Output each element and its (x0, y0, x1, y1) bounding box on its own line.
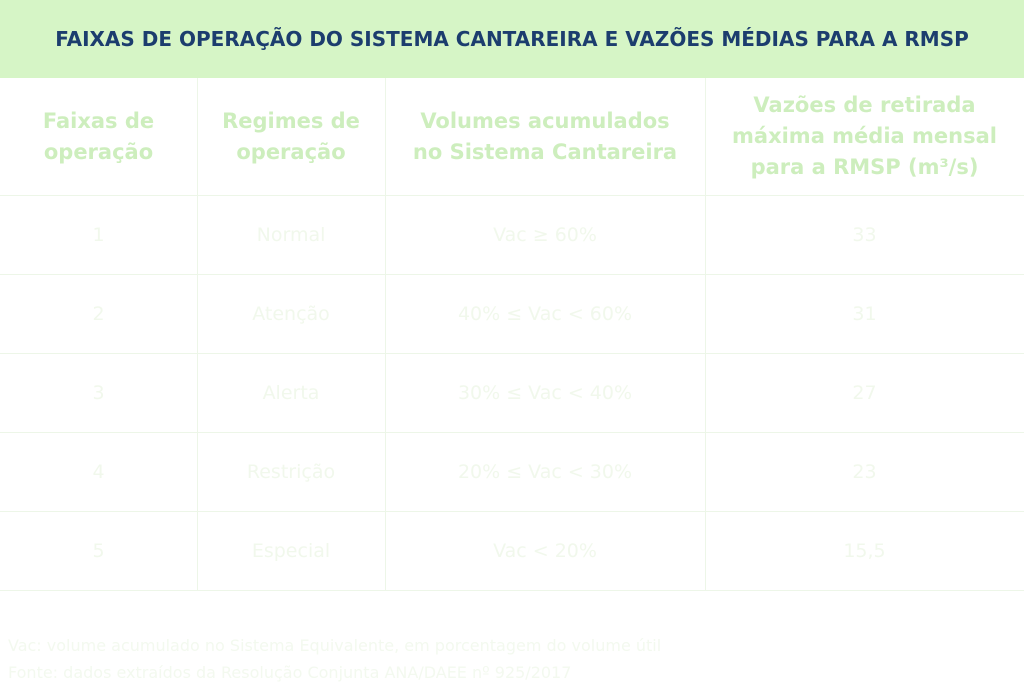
table-cell: 40% ≤ Vac < 60% (457, 302, 633, 325)
table-cell: Vac < 20% (493, 539, 597, 562)
table-cell: 1 (92, 223, 105, 246)
row-divider (0, 274, 1024, 275)
footnote: Fonte: dados extraídos da Resolução Conj… (8, 663, 572, 682)
column-divider (385, 78, 386, 590)
table-cell: Vac ≥ 60% (493, 223, 597, 246)
table-cell: Alerta (262, 381, 320, 404)
table-cell: Atenção (252, 302, 330, 325)
column-header: Regimes de operação (222, 108, 360, 164)
table-cell: Normal (256, 223, 326, 246)
table-cell: 3 (92, 381, 105, 404)
table-cell: 20% ≤ Vac < 30% (457, 460, 633, 483)
table-cell: 27 (852, 381, 877, 404)
table-cell: 15,5 (843, 539, 886, 562)
table-cell: 2 (92, 302, 105, 325)
row-divider (0, 432, 1024, 433)
row-divider (0, 511, 1024, 512)
column-divider (705, 78, 706, 590)
row-divider (0, 353, 1024, 354)
table-cell: 31 (852, 302, 877, 325)
column-divider (197, 78, 198, 590)
table-cell: 5 (92, 539, 105, 562)
column-header: Faixas de operação (42, 108, 155, 164)
table-cell: 23 (852, 460, 877, 483)
table-cell: Especial (251, 539, 331, 562)
footnote: Vac: volume acumulado no Sistema Equival… (8, 636, 662, 655)
table-cell: 30% ≤ Vac < 40% (457, 381, 633, 404)
table-cell: 4 (92, 460, 105, 483)
title: FAIXAS DE OPERAÇÃO DO SISTEMA CANTAREIRA… (0, 0, 1024, 78)
row-divider (0, 195, 1024, 196)
column-header: Volumes acumulados no Sistema Cantareira (412, 108, 678, 164)
table-cell: 33 (852, 223, 877, 246)
table-cell: Restrição (246, 460, 336, 483)
row-divider (0, 590, 1024, 591)
column-header: Vazões de retirada máxima média mensal p… (732, 93, 997, 179)
